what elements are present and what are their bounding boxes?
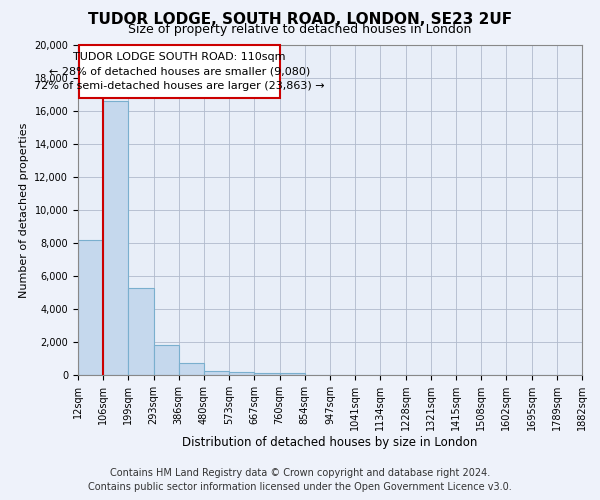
FancyBboxPatch shape (79, 45, 280, 98)
Text: Contains HM Land Registry data © Crown copyright and database right 2024.
Contai: Contains HM Land Registry data © Crown c… (88, 468, 512, 492)
Y-axis label: Number of detached properties: Number of detached properties (19, 122, 29, 298)
Text: Size of property relative to detached houses in London: Size of property relative to detached ho… (128, 22, 472, 36)
Text: TUDOR LODGE SOUTH ROAD: 110sqm
← 28% of detached houses are smaller (9,080)
72% : TUDOR LODGE SOUTH ROAD: 110sqm ← 28% of … (34, 52, 325, 91)
Bar (78, 240, 103, 375)
Bar (103, 101, 128, 375)
Bar (229, 372, 254, 375)
Bar (204, 371, 229, 375)
Bar (128, 288, 154, 375)
Bar (179, 364, 204, 375)
Bar (254, 372, 280, 375)
Bar (280, 374, 305, 375)
Text: TUDOR LODGE, SOUTH ROAD, LONDON, SE23 2UF: TUDOR LODGE, SOUTH ROAD, LONDON, SE23 2U… (88, 12, 512, 28)
Bar (154, 346, 179, 375)
X-axis label: Distribution of detached houses by size in London: Distribution of detached houses by size … (182, 436, 478, 449)
